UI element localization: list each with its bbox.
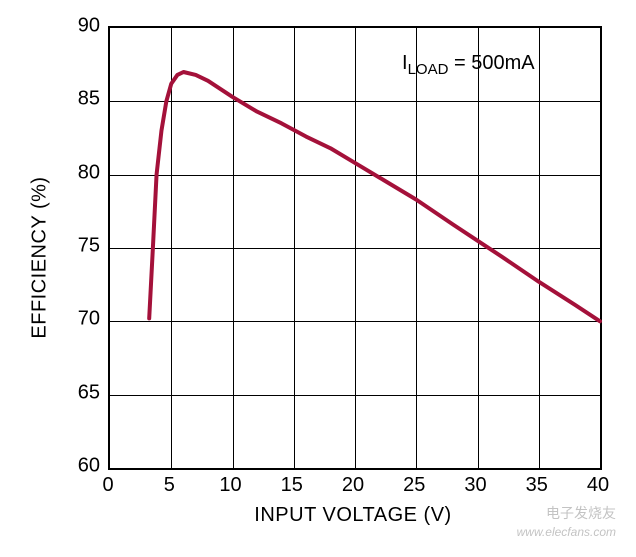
x-tick-label: 40 — [587, 474, 609, 497]
x-tick-label: 10 — [219, 474, 241, 497]
x-axis-label: INPUT VOLTAGE (V) — [254, 504, 451, 527]
y-tick-label: 85 — [70, 88, 100, 111]
plot-area — [108, 26, 602, 470]
y-tick-label: 60 — [70, 455, 100, 478]
load-annotation: ILOAD = 500mA — [402, 52, 535, 78]
efficiency-chart: EFFICIENCY (%) INPUT VOLTAGE (V) 电子发烧友 w… — [0, 0, 636, 557]
y-tick-label: 65 — [70, 381, 100, 404]
watermark-logo: 电子发烧友 — [546, 503, 616, 523]
x-tick-label: 0 — [102, 474, 113, 497]
x-tick-label: 5 — [164, 474, 175, 497]
efficiency-curve — [110, 28, 600, 468]
x-tick-label: 15 — [281, 474, 303, 497]
y-tick-label: 70 — [70, 308, 100, 331]
x-tick-label: 30 — [464, 474, 486, 497]
x-tick-label: 20 — [342, 474, 364, 497]
y-tick-label: 80 — [70, 161, 100, 184]
x-tick-label: 25 — [403, 474, 425, 497]
y-axis-label: EFFICIENCY (%) — [29, 158, 52, 358]
x-tick-label: 35 — [526, 474, 548, 497]
y-tick-label: 90 — [70, 15, 100, 38]
y-tick-label: 75 — [70, 235, 100, 258]
watermark-url: www.elecfans.com — [517, 525, 616, 539]
